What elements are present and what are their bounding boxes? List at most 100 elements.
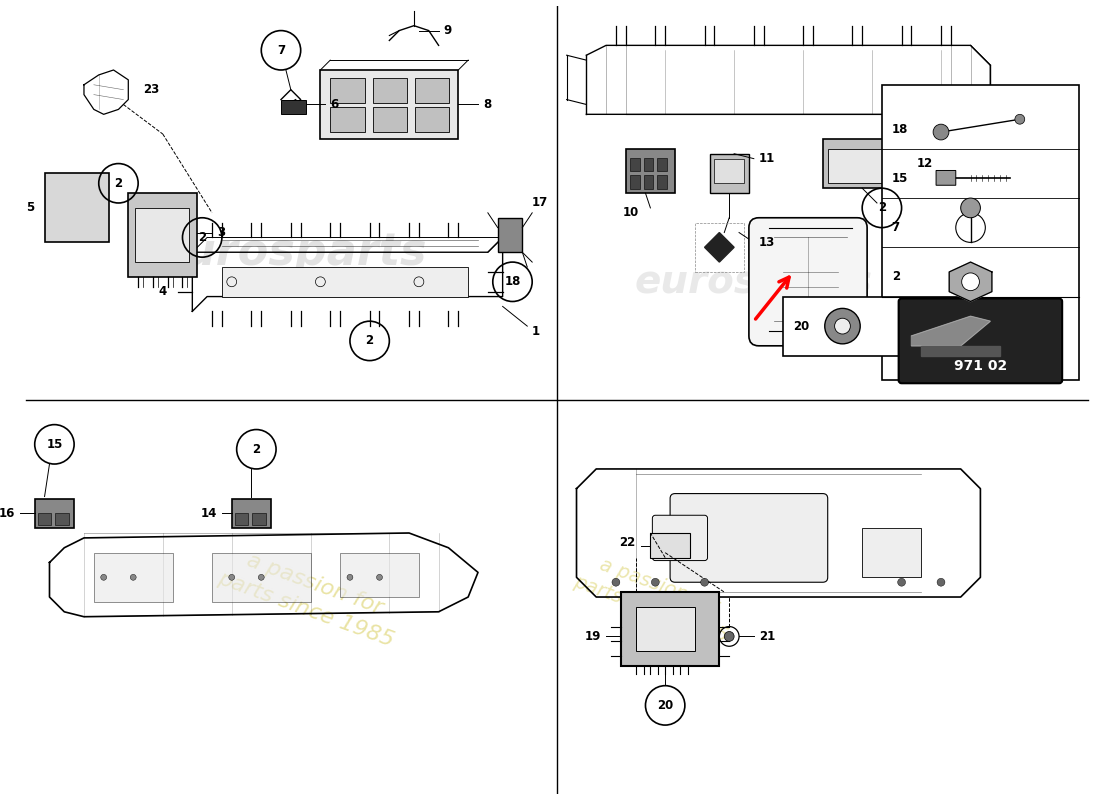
Circle shape bbox=[937, 578, 945, 586]
Circle shape bbox=[651, 578, 659, 586]
FancyBboxPatch shape bbox=[129, 193, 197, 277]
Text: 19: 19 bbox=[585, 630, 601, 643]
FancyBboxPatch shape bbox=[644, 158, 653, 171]
Text: a passion for
parts since 1985: a passion for parts since 1985 bbox=[216, 543, 406, 650]
Text: 22: 22 bbox=[619, 536, 636, 550]
Text: eurosparts: eurosparts bbox=[155, 230, 427, 274]
Circle shape bbox=[701, 578, 708, 586]
Circle shape bbox=[612, 578, 620, 586]
FancyBboxPatch shape bbox=[650, 533, 690, 558]
Circle shape bbox=[130, 574, 136, 580]
Text: 3: 3 bbox=[217, 226, 226, 239]
FancyBboxPatch shape bbox=[710, 154, 749, 193]
Text: 20: 20 bbox=[657, 699, 673, 712]
FancyBboxPatch shape bbox=[373, 107, 407, 132]
Circle shape bbox=[1015, 114, 1025, 124]
Text: 7: 7 bbox=[277, 44, 285, 57]
FancyBboxPatch shape bbox=[652, 515, 707, 561]
Text: 16: 16 bbox=[0, 506, 15, 520]
FancyBboxPatch shape bbox=[636, 607, 695, 651]
FancyBboxPatch shape bbox=[629, 175, 639, 189]
Text: 5: 5 bbox=[25, 202, 34, 214]
Circle shape bbox=[346, 574, 353, 580]
Circle shape bbox=[961, 273, 979, 290]
Polygon shape bbox=[705, 233, 734, 262]
FancyBboxPatch shape bbox=[644, 175, 653, 189]
Text: 1: 1 bbox=[532, 325, 540, 338]
FancyBboxPatch shape bbox=[373, 78, 407, 102]
FancyBboxPatch shape bbox=[629, 158, 639, 171]
FancyBboxPatch shape bbox=[936, 170, 956, 186]
FancyBboxPatch shape bbox=[882, 85, 1079, 380]
FancyBboxPatch shape bbox=[45, 174, 109, 242]
Circle shape bbox=[835, 318, 850, 334]
Text: 14: 14 bbox=[200, 506, 217, 520]
FancyBboxPatch shape bbox=[234, 514, 249, 525]
FancyBboxPatch shape bbox=[55, 514, 69, 525]
FancyBboxPatch shape bbox=[658, 175, 667, 189]
Text: 13: 13 bbox=[759, 236, 775, 249]
FancyBboxPatch shape bbox=[620, 592, 719, 666]
FancyBboxPatch shape bbox=[330, 78, 365, 102]
Circle shape bbox=[933, 124, 949, 140]
FancyBboxPatch shape bbox=[320, 70, 459, 139]
FancyBboxPatch shape bbox=[749, 218, 867, 346]
Text: 2: 2 bbox=[365, 334, 374, 347]
Text: eurosparts: eurosparts bbox=[635, 262, 872, 301]
Text: 18: 18 bbox=[892, 122, 909, 136]
FancyBboxPatch shape bbox=[862, 528, 922, 578]
FancyBboxPatch shape bbox=[37, 514, 52, 525]
Circle shape bbox=[898, 578, 905, 586]
Text: 21: 21 bbox=[759, 630, 775, 643]
FancyBboxPatch shape bbox=[232, 498, 271, 528]
Text: 11: 11 bbox=[759, 152, 775, 165]
Circle shape bbox=[960, 198, 980, 218]
Text: 20: 20 bbox=[793, 320, 810, 333]
Polygon shape bbox=[949, 262, 992, 302]
FancyBboxPatch shape bbox=[252, 514, 266, 525]
Text: 7: 7 bbox=[892, 221, 900, 234]
Circle shape bbox=[258, 574, 264, 580]
Text: 971 02: 971 02 bbox=[954, 358, 1007, 373]
FancyBboxPatch shape bbox=[415, 107, 450, 132]
FancyBboxPatch shape bbox=[497, 218, 522, 252]
Text: 6: 6 bbox=[330, 98, 339, 111]
Circle shape bbox=[229, 574, 234, 580]
FancyBboxPatch shape bbox=[823, 139, 892, 188]
Polygon shape bbox=[912, 316, 990, 346]
Circle shape bbox=[101, 574, 107, 580]
FancyBboxPatch shape bbox=[783, 297, 960, 356]
FancyBboxPatch shape bbox=[415, 78, 450, 102]
Text: 2: 2 bbox=[114, 177, 122, 190]
Circle shape bbox=[376, 574, 383, 580]
FancyBboxPatch shape bbox=[658, 158, 667, 171]
FancyBboxPatch shape bbox=[35, 498, 74, 528]
Circle shape bbox=[724, 631, 734, 642]
Text: 2: 2 bbox=[198, 231, 206, 244]
Text: 12: 12 bbox=[916, 157, 933, 170]
FancyBboxPatch shape bbox=[94, 553, 173, 602]
Text: 15: 15 bbox=[892, 172, 909, 185]
FancyBboxPatch shape bbox=[222, 267, 469, 297]
FancyBboxPatch shape bbox=[670, 494, 827, 582]
Text: 15: 15 bbox=[46, 438, 63, 451]
FancyBboxPatch shape bbox=[626, 149, 675, 193]
FancyBboxPatch shape bbox=[827, 149, 887, 183]
Text: 23: 23 bbox=[143, 83, 160, 96]
Text: 9: 9 bbox=[443, 24, 452, 37]
Text: a passion for
parts since 1985: a passion for parts since 1985 bbox=[571, 549, 739, 646]
Text: 10: 10 bbox=[623, 206, 639, 219]
Text: 2: 2 bbox=[892, 270, 900, 283]
Text: 2: 2 bbox=[252, 442, 261, 456]
FancyBboxPatch shape bbox=[330, 107, 365, 132]
FancyBboxPatch shape bbox=[135, 208, 189, 262]
Circle shape bbox=[825, 308, 860, 344]
Text: 4: 4 bbox=[158, 285, 167, 298]
FancyBboxPatch shape bbox=[212, 553, 310, 602]
FancyBboxPatch shape bbox=[714, 158, 744, 183]
Text: 17: 17 bbox=[532, 197, 549, 210]
FancyBboxPatch shape bbox=[280, 99, 306, 114]
Text: 8: 8 bbox=[483, 98, 492, 111]
Text: 2: 2 bbox=[878, 202, 886, 214]
FancyBboxPatch shape bbox=[899, 298, 1063, 383]
